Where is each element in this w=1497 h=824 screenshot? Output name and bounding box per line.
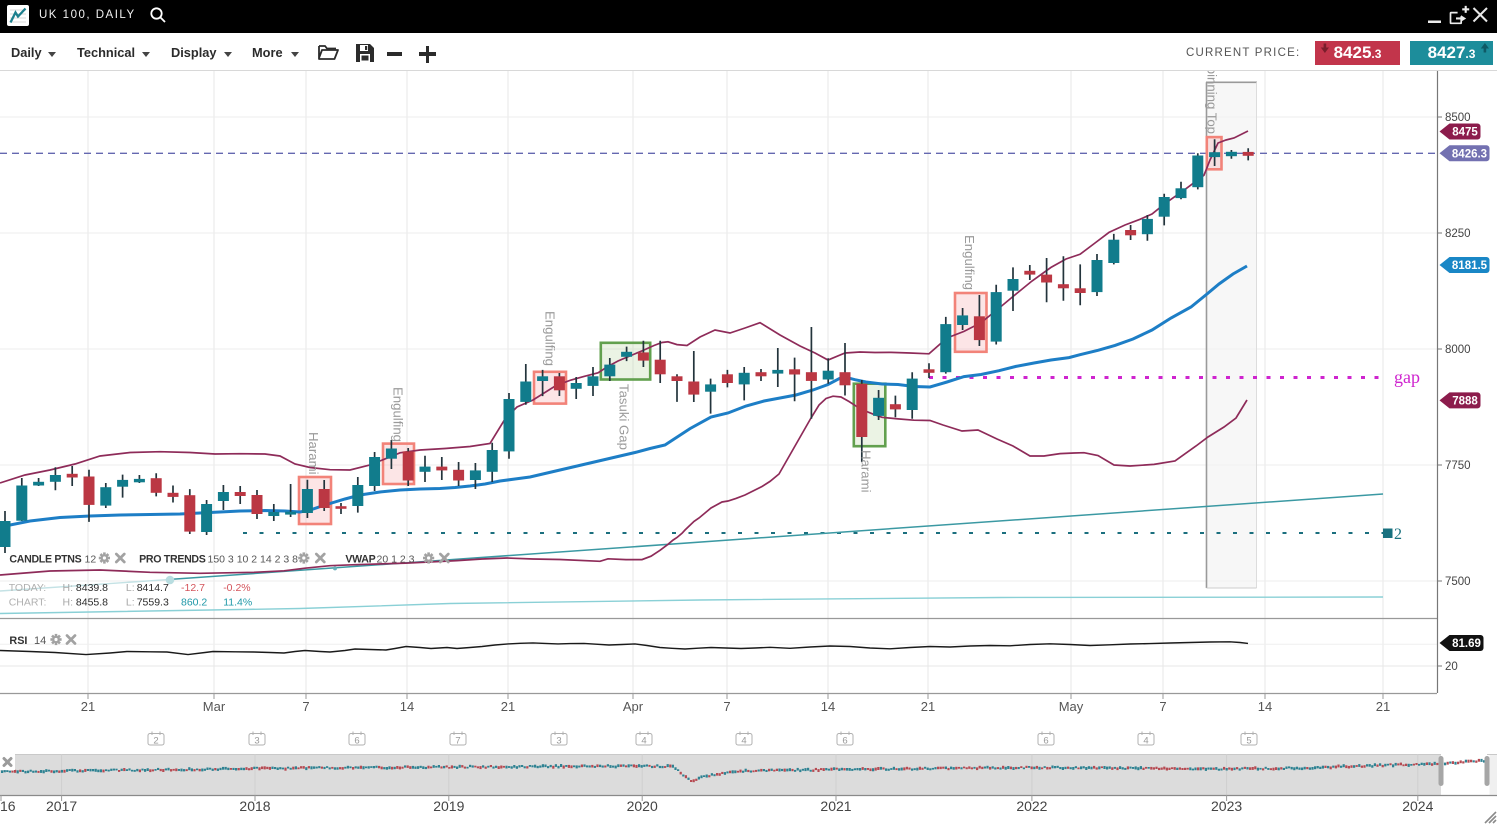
svg-text:21: 21 [1376,699,1390,714]
svg-text:H:: H: [63,596,74,608]
svg-text:6: 6 [842,736,847,747]
svg-text:8414.7: 8414.7 [137,582,169,594]
svg-text:Tasuki Gap: Tasuki Gap [617,384,632,450]
svg-text:7: 7 [455,736,460,747]
svg-text:7750: 7750 [1445,460,1471,472]
svg-text:CHART:: CHART: [9,596,47,608]
svg-text:20: 20 [1445,661,1458,673]
svg-text:TODAY:: TODAY: [9,582,47,594]
svg-text:14: 14 [821,699,835,714]
svg-text:7: 7 [1159,699,1166,714]
svg-text:860.2: 860.2 [181,596,207,608]
svg-text:May: May [1059,699,1084,714]
svg-text:8181.5: 8181.5 [1452,260,1488,272]
svg-text:5: 5 [1246,736,1251,747]
svg-text:L:: L: [126,582,135,594]
svg-text:21: 21 [921,699,935,714]
svg-text:Harami: Harami [859,450,874,493]
svg-text:CANDLE PTNS: CANDLE PTNS [9,554,81,566]
svg-text:81.69: 81.69 [1452,638,1481,650]
svg-text:gap: gap [1394,367,1420,387]
svg-text:2020: 2020 [627,798,658,814]
svg-text:Harami: Harami [306,432,321,475]
svg-text:8250: 8250 [1445,228,1471,240]
svg-text:8475: 8475 [1452,127,1478,139]
svg-text:Engulfing: Engulfing [391,387,406,442]
svg-text:4: 4 [741,736,746,747]
svg-text:Mar: Mar [203,699,226,714]
svg-text:21: 21 [501,699,515,714]
svg-text:2023: 2023 [1211,798,1242,814]
svg-text:4: 4 [641,736,646,747]
svg-text:2021: 2021 [820,798,851,814]
svg-text:7559.3: 7559.3 [137,596,169,608]
svg-text:7: 7 [302,699,309,714]
svg-text:2024: 2024 [1402,798,1433,814]
svg-text:VWAP: VWAP [345,554,375,566]
svg-text:8439.8: 8439.8 [76,582,108,594]
svg-text:Apr: Apr [623,699,644,714]
svg-text:8500: 8500 [1445,112,1471,124]
svg-text:8426.3: 8426.3 [1452,148,1487,160]
svg-text:16: 16 [0,798,16,814]
svg-text:Spinning Top: Spinning Top [1205,58,1220,134]
svg-text:2: 2 [153,736,158,747]
svg-text:7500: 7500 [1445,576,1471,588]
svg-text:PRO TRENDS: PRO TRENDS [139,554,206,566]
svg-text:14: 14 [34,635,46,647]
svg-text:RSI: RSI [9,635,27,647]
svg-text:14: 14 [400,699,414,714]
svg-text:2: 2 [1394,526,1402,543]
svg-text:21: 21 [81,699,95,714]
svg-text:3: 3 [556,736,561,747]
svg-text:-12.7: -12.7 [181,582,205,594]
svg-text:-0.2%: -0.2% [223,582,250,594]
svg-text:7: 7 [723,699,730,714]
svg-text:3: 3 [254,736,259,747]
svg-text:6: 6 [354,736,359,747]
svg-text:Engulfing: Engulfing [962,235,977,290]
svg-text:20 1 2 3: 20 1 2 3 [377,554,415,566]
svg-text:6: 6 [1043,736,1048,747]
svg-text:8000: 8000 [1445,344,1471,356]
svg-text:H:: H: [63,582,74,594]
svg-text:2018: 2018 [239,798,270,814]
svg-text:4: 4 [1143,736,1148,747]
svg-text:Engulfing: Engulfing [543,311,558,366]
svg-text:L:: L: [126,596,135,608]
svg-text:2017: 2017 [46,798,77,814]
svg-text:14: 14 [1258,699,1272,714]
svg-text:150 3 10 2 14 2 3 8: 150 3 10 2 14 2 3 8 [208,554,299,566]
svg-text:2022: 2022 [1016,798,1047,814]
svg-text:12: 12 [85,554,97,566]
svg-text:2019: 2019 [433,798,464,814]
svg-text:8455.8: 8455.8 [76,596,108,608]
svg-text:7888: 7888 [1452,395,1478,407]
svg-text:11.4%: 11.4% [223,596,252,608]
